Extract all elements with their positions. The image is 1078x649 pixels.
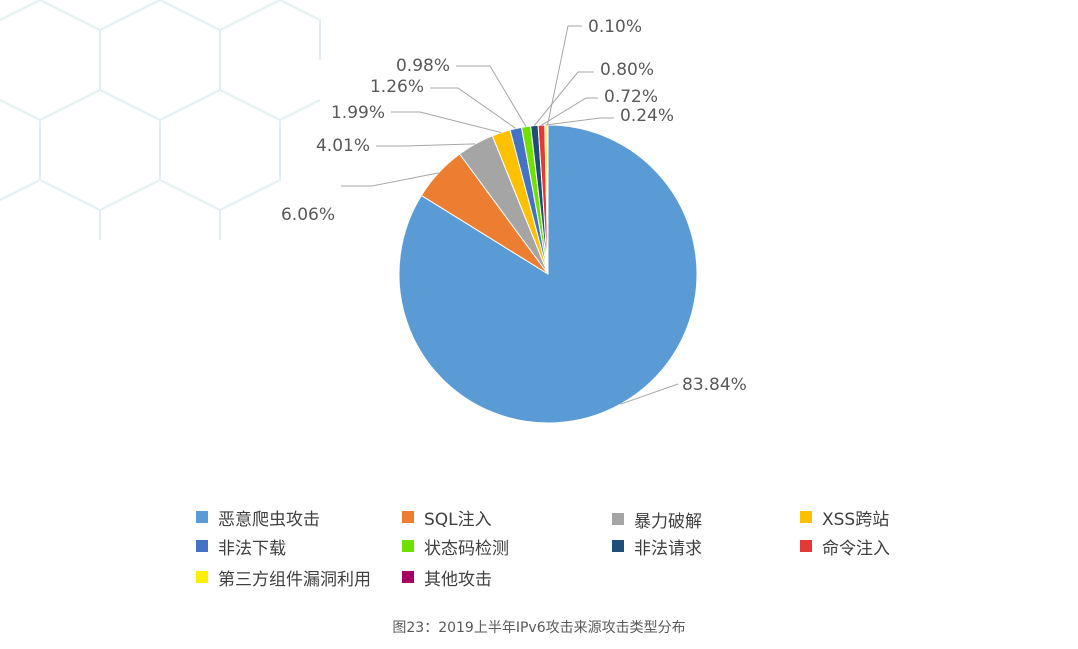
slice-label-4: 1.26% [370,77,424,97]
leader-line-9 [547,25,582,126]
slice-label-6: 0.80% [600,60,654,80]
figure-caption: 图23：2019上半年IPv6攻击来源攻击类型分布 [392,620,686,636]
slice-label-7: 0.72% [604,87,658,107]
slice-label-3: 1.99% [331,103,385,123]
slice-label-5: 0.98% [396,56,450,76]
slice-label-8: 0.24% [620,106,674,126]
leader-line-7 [541,97,598,126]
slice-label-1: 6.06% [281,205,335,225]
pie-slices [398,124,698,424]
leader-line-2 [376,143,476,147]
leader-line-4 [430,87,517,129]
leader-line-8 [545,117,614,126]
pie-chart: 83.84% 6.06% 4.01% 1.99% 1.26%0.98% 0.80% 0.72… [281,17,747,424]
leader-line-3 [391,111,502,134]
slice-label-0: 83.84% [682,375,747,395]
leader-line-6 [533,71,594,126]
leader-line-0 [620,383,679,405]
slice-label-2: 4.01% [316,136,370,156]
leader-lines [341,25,679,405]
leader-line-1 [341,172,439,187]
leader-line-5 [456,65,527,127]
slice-label-9: 0.10% [588,17,642,37]
slice-labels: 83.84% 6.06% 4.01% 1.99% 1.26%0.98% 0.80% 0.72… [281,17,747,395]
